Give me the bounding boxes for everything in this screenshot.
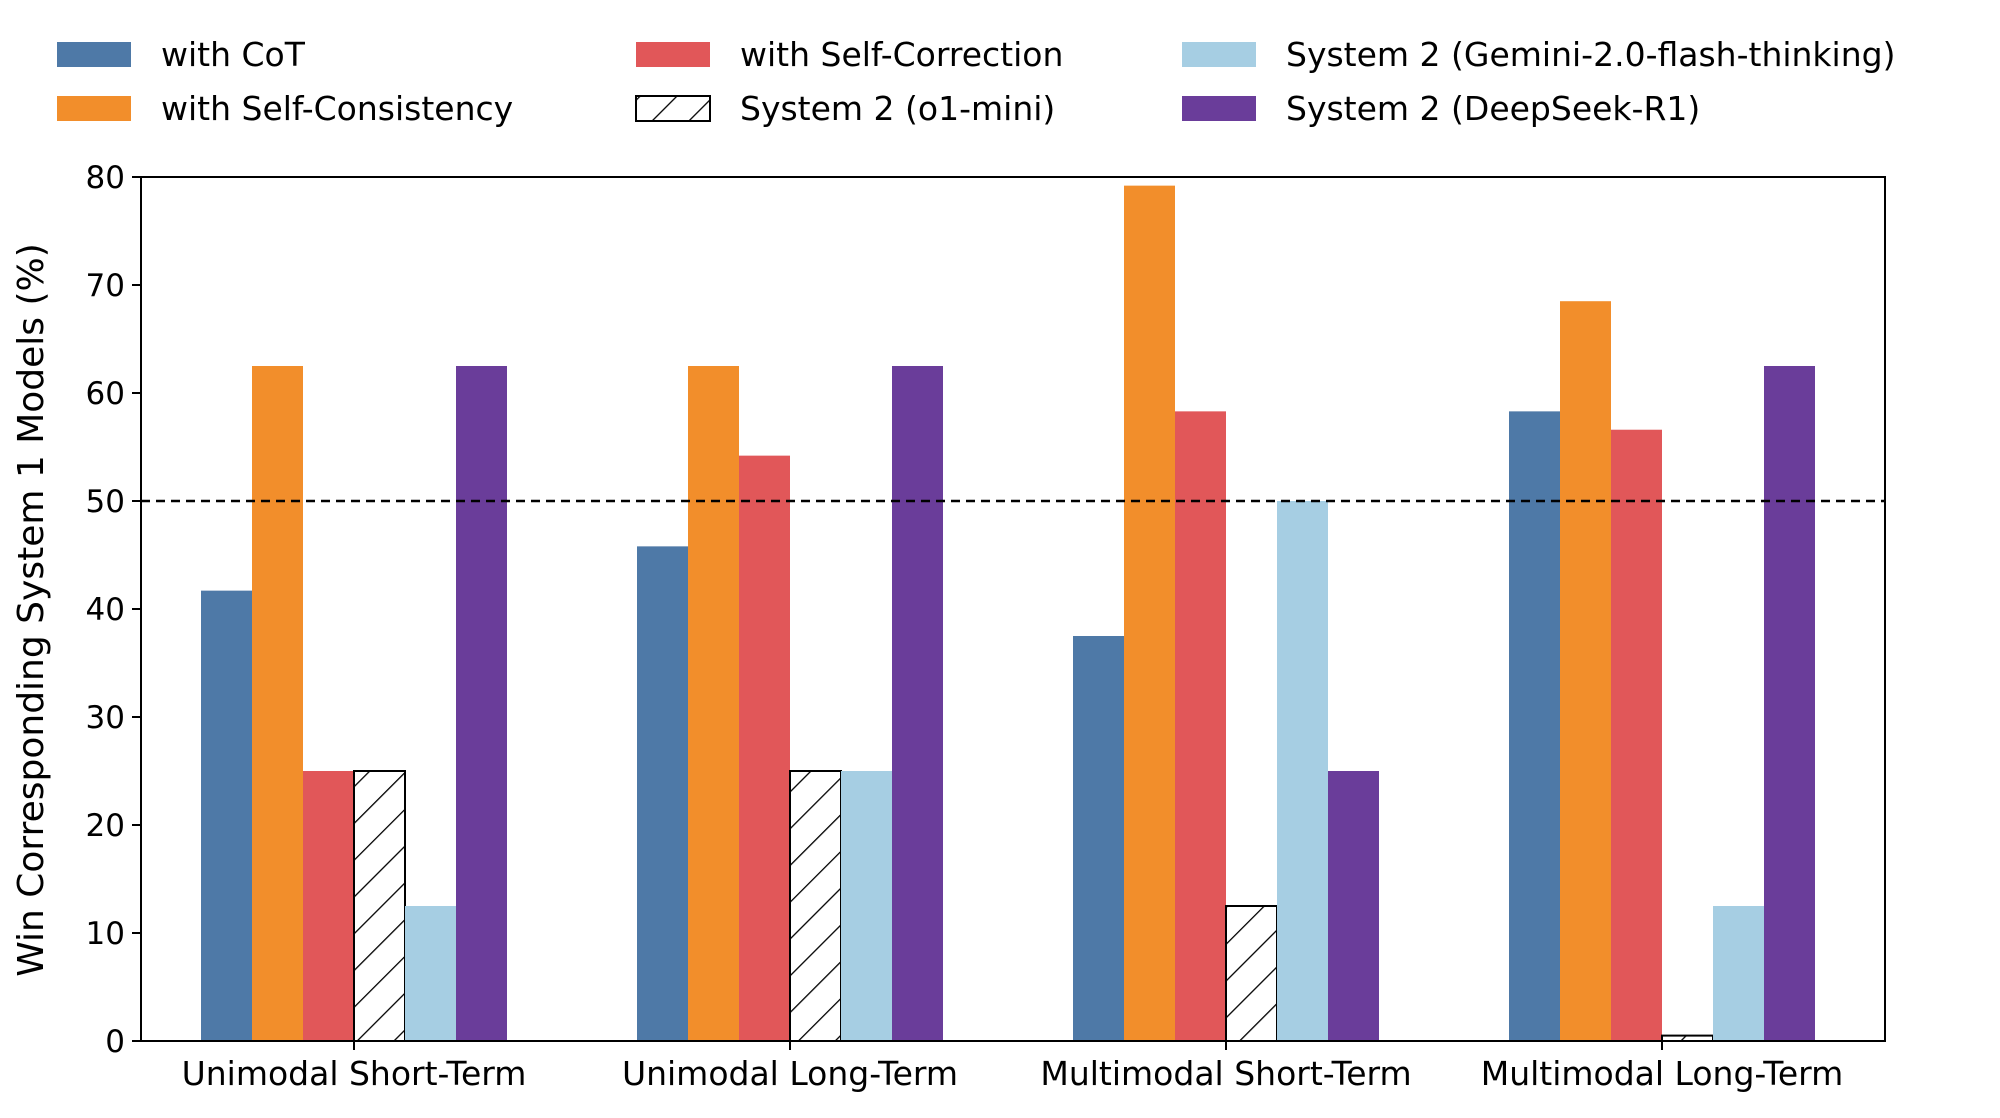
legend-label: with Self-Consistency [161, 89, 513, 128]
bar [1175, 411, 1226, 1041]
bar [1713, 906, 1764, 1041]
bar [405, 906, 456, 1041]
legend-swatch [636, 42, 710, 67]
x-tick-label: Multimodal Long-Term [1481, 1054, 1844, 1093]
bar [1328, 771, 1379, 1041]
legend-swatch [635, 95, 711, 122]
y-tick-label: 10 [86, 916, 125, 952]
legend-label: System 2 (DeepSeek-R1) [1286, 89, 1700, 128]
bar [1611, 429, 1662, 1042]
y-tick-label: 30 [86, 700, 125, 736]
y-tick-label: 70 [86, 268, 125, 304]
bar [353, 770, 406, 1042]
bar [1124, 185, 1175, 1041]
bar [456, 366, 507, 1041]
x-tick-label: Unimodal Short-Term [182, 1054, 527, 1093]
legend-swatch [1182, 42, 1256, 67]
legend: with CoT with Self-Consistency with Self-C… [57, 35, 1895, 128]
bar [201, 590, 252, 1041]
bar [688, 366, 739, 1041]
y-tick-label: 50 [86, 484, 125, 520]
y-tick-label: 80 [86, 160, 125, 196]
legend-label: with CoT [161, 35, 306, 74]
bar [637, 546, 688, 1041]
bar [739, 455, 790, 1041]
legend-swatch [57, 42, 131, 67]
bar [789, 770, 842, 1042]
bar [1764, 366, 1815, 1041]
y-tick-label: 40 [86, 592, 125, 628]
legend-label: System 2 (o1-mini) [740, 89, 1055, 128]
x-tick-label: Multimodal Short-Term [1040, 1054, 1411, 1093]
bar [841, 771, 892, 1041]
y-tick-label: 0 [105, 1024, 125, 1060]
bar [252, 366, 303, 1041]
bar [1073, 636, 1124, 1041]
legend-label: with Self-Correction [740, 35, 1063, 74]
bar [892, 366, 943, 1041]
bar [303, 771, 354, 1041]
bar [1277, 501, 1328, 1041]
plot-area: 0 10 20 30 40 50 60 70 80 Unimodal Short-Term Unim… [86, 160, 1886, 1093]
bar [1560, 301, 1611, 1041]
x-tick-label: Unimodal Long-Term [622, 1054, 958, 1093]
y-axis-label: Win Corresponding System 1 Models (%) [11, 243, 52, 977]
y-tick-label: 20 [86, 808, 125, 844]
y-tick-label: 60 [86, 376, 125, 412]
legend-swatch [57, 96, 131, 121]
legend-label: System 2 (Gemini-2.0-flash-thinking) [1286, 35, 1895, 74]
legend-swatch [1182, 96, 1256, 121]
bar [1509, 411, 1560, 1041]
bar [1225, 905, 1278, 1042]
